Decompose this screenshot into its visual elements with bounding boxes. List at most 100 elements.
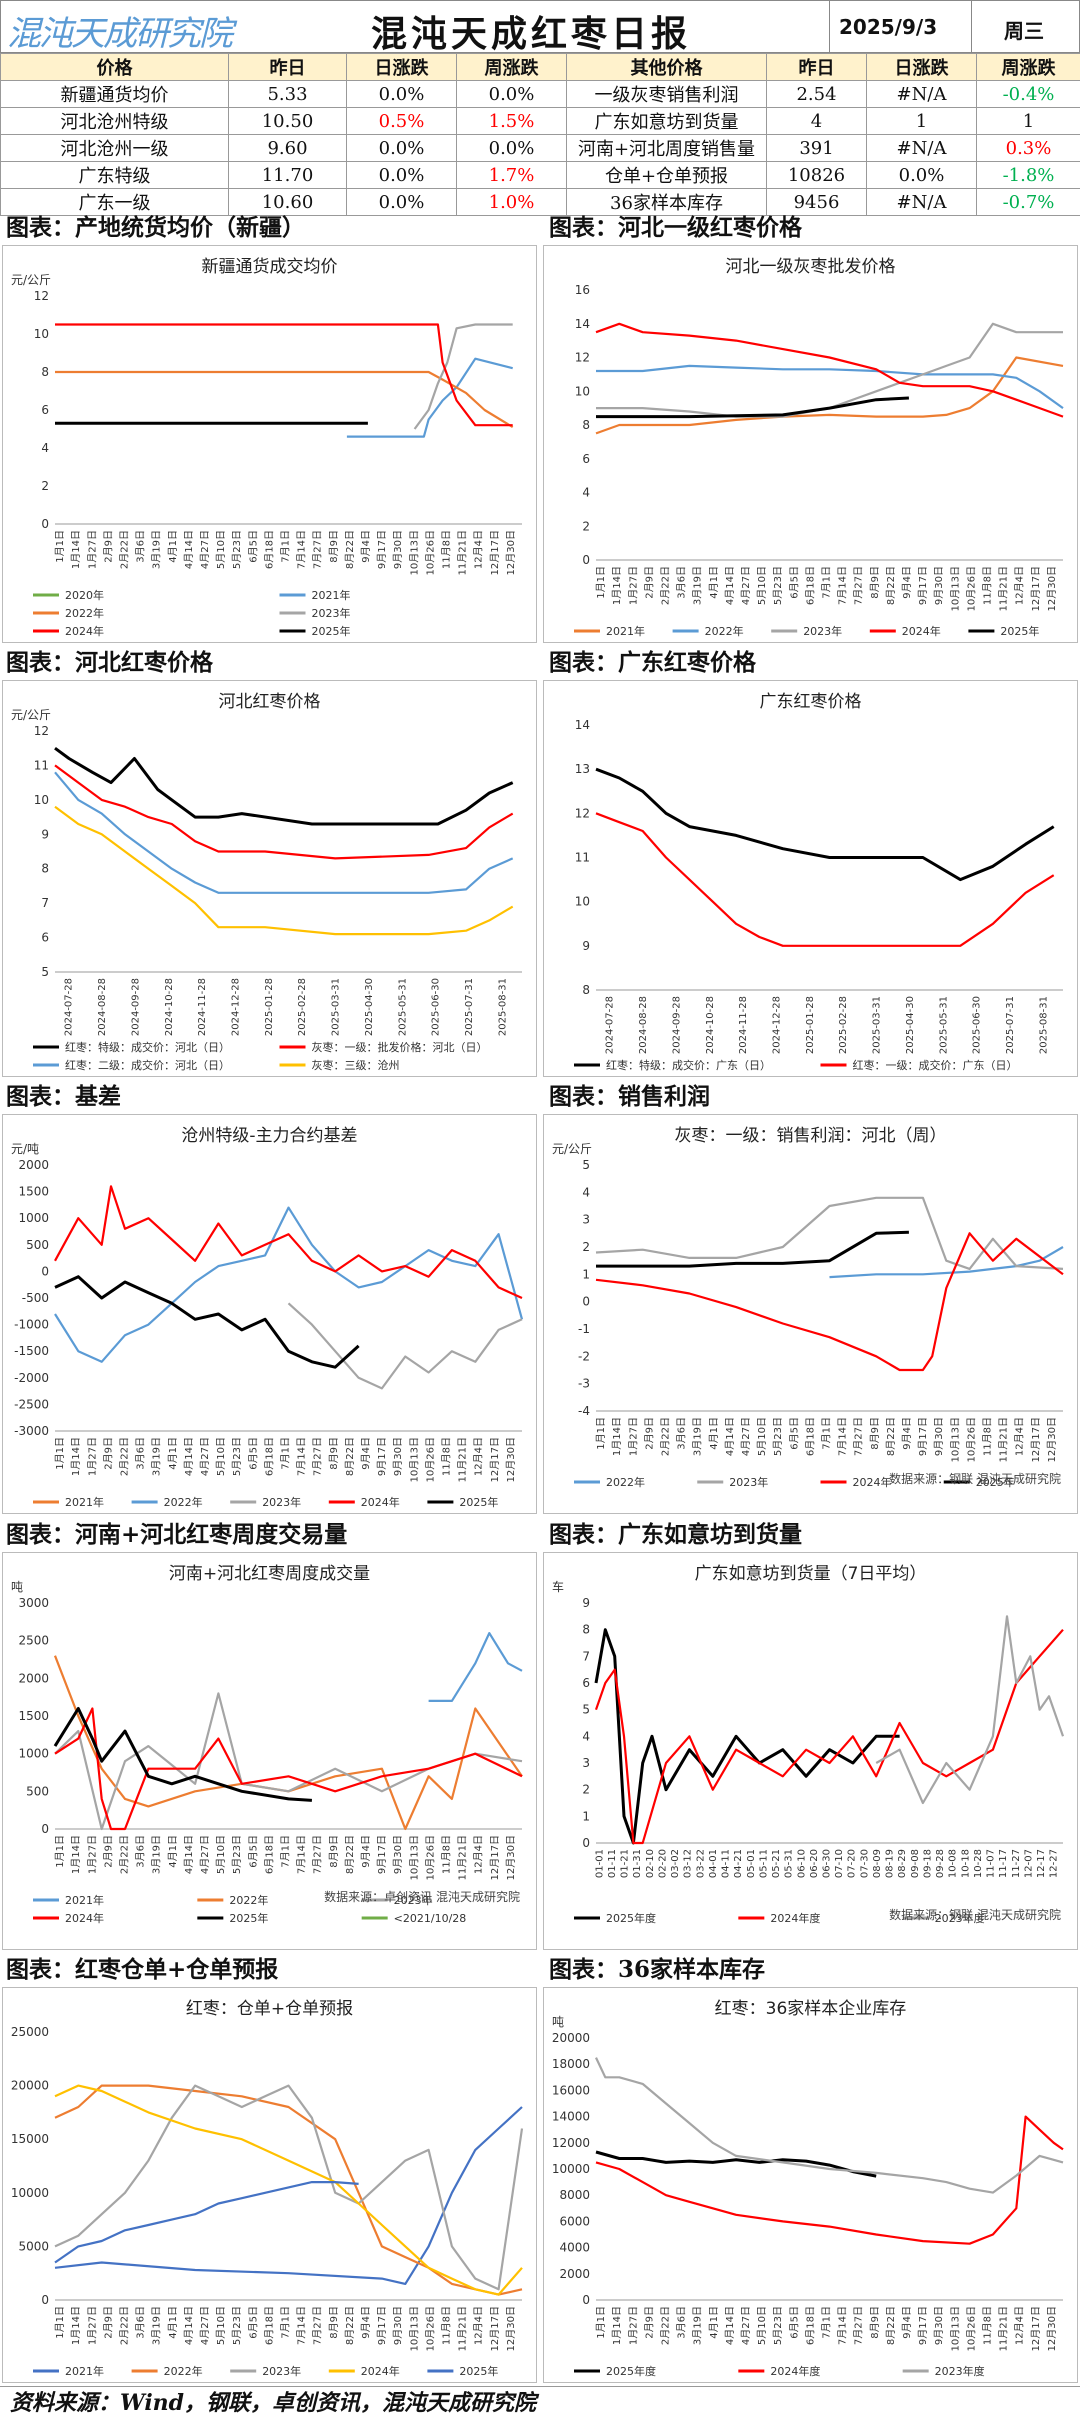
x-tick-label: 10月13日: [408, 1437, 420, 1482]
chart-title: 新疆通货成交均价: [202, 257, 338, 277]
x-tick-label: 11月21日: [457, 2306, 469, 2351]
y-tick-label: 1500: [18, 1709, 49, 1723]
y-axis-unit: 元/公斤: [11, 708, 51, 722]
legend-label: 2021年: [65, 1893, 104, 1907]
x-tick-label: 9月4日: [901, 1417, 913, 1450]
legend-label: 2021年: [65, 1495, 104, 1509]
x-tick-label: 2025-01-28: [264, 978, 275, 1036]
y-tick-label: 1500: [18, 1185, 49, 1199]
x-tick-label: 4月27日: [740, 2306, 752, 2345]
x-tick-label: 6月18日: [263, 1437, 275, 1476]
x-tick-label: 9月17日: [917, 566, 929, 605]
y-tick-label: 1000: [18, 1747, 49, 1761]
x-tick-label: 5月10日: [756, 566, 768, 605]
x-tick-label: 1月27日: [86, 530, 98, 569]
x-tick-label: 2月9日: [643, 2306, 655, 2339]
legend-label: 2022年: [65, 606, 104, 620]
x-tick-label: 2月22日: [118, 530, 130, 569]
x-tick-label: 7月27日: [853, 566, 865, 605]
x-tick-label: 10月13日: [408, 530, 420, 575]
y-tick-label: 9: [582, 1596, 590, 1610]
legend-label: 2023年: [312, 606, 351, 620]
column-header: 其他价格: [567, 54, 767, 81]
x-tick-label: 8月22日: [344, 1437, 356, 1476]
y-tick-label: 8: [41, 862, 49, 876]
x-tick-label: 5月10日: [215, 1835, 227, 1874]
x-tick-label: 5月23日: [231, 2306, 243, 2345]
chart-title: 沧州特级-主力合约基差: [181, 1126, 357, 1146]
y-axis-unit: 车: [552, 1579, 564, 1594]
x-tick-label: 7月27日: [312, 1437, 324, 1476]
legend-label: 2023年: [262, 1495, 301, 1509]
x-tick-label: 1月14日: [611, 566, 623, 605]
x-tick-label: 11月21日: [457, 1437, 469, 1482]
x-tick-label: 12月17日: [1030, 1417, 1042, 1462]
x-tick-label: 11-17: [998, 1849, 1009, 1878]
x-tick-label: 2月22日: [659, 2306, 671, 2345]
y-tick-label: 14: [575, 718, 590, 732]
x-tick-label: 9月17日: [917, 2306, 929, 2345]
legend-label: 红枣：特级：成交价：河北（日）: [65, 1040, 230, 1054]
y-tick-label: 10000: [11, 2186, 49, 2200]
x-tick-label: 9月17日: [376, 530, 388, 569]
series-line: [55, 1208, 522, 1362]
x-tick-label: 8月9日: [869, 2306, 881, 2339]
x-tick-label: 8月9日: [328, 2306, 340, 2339]
chart-svg: 河南+河北红枣周度成交量吨0500100015002000250030001月1…: [3, 1553, 536, 1949]
legend-label: 2023年: [729, 1475, 768, 1489]
x-tick-label: 8月22日: [344, 530, 356, 569]
table-cell: 1: [977, 108, 1080, 135]
x-tick-label: 12月17日: [489, 1437, 501, 1482]
y-tick-label: 7: [582, 1649, 590, 1663]
x-tick-label: 1月27日: [627, 2306, 639, 2345]
series-line: [55, 1277, 359, 1368]
x-tick-label: 4月1日: [708, 566, 720, 599]
x-tick-label: 5月10日: [756, 2306, 768, 2345]
x-tick-label: 11-07: [986, 1849, 997, 1878]
x-tick-label: 9月4日: [901, 566, 913, 599]
table-cell: -0.4%: [977, 81, 1080, 108]
x-tick-label: 11月8日: [441, 1437, 453, 1476]
y-tick-label: -500: [22, 1291, 49, 1305]
x-tick-label: 7月1日: [280, 530, 292, 563]
y-tick-label: 11: [34, 758, 49, 772]
x-tick-label: 7月1日: [821, 566, 833, 599]
x-tick-label: 8月9日: [328, 530, 340, 563]
table-cell: 9456: [767, 189, 867, 216]
y-tick-label: 12: [575, 351, 590, 365]
x-tick-label: 10月26日: [424, 530, 436, 575]
x-tick-label: 01-01: [594, 1849, 605, 1878]
y-tick-label: 2: [582, 519, 590, 533]
chart-title: 河北一级灰枣批发价格: [726, 257, 896, 277]
y-tick-label: 5: [582, 1158, 590, 1172]
x-tick-label: 06-20: [809, 1849, 820, 1878]
x-tick-label: 2024-07-28: [605, 996, 616, 1054]
data-source-note: 数据来源：钢联 混沌天成研究院: [889, 1907, 1061, 1922]
y-tick-label: 6000: [559, 2214, 590, 2228]
x-tick-label: 04-01: [708, 1849, 719, 1878]
y-tick-label: 5: [41, 965, 49, 979]
x-tick-label: 2025-04-30: [364, 978, 375, 1036]
section-title: 图表：销售利润: [543, 1082, 710, 1112]
x-tick-label: 1月1日: [595, 2306, 607, 2339]
x-tick-label: 4月27日: [199, 1437, 211, 1476]
legend-label: 2024年度: [770, 2364, 820, 2378]
table-cell: #N/A: [867, 135, 977, 162]
column-header: 昨日: [767, 54, 867, 81]
x-tick-label: 01-11: [607, 1849, 618, 1878]
x-tick-label: 6月18日: [263, 1835, 275, 1874]
table-cell: 1.5%: [457, 108, 567, 135]
x-tick-label: 5月10日: [215, 2306, 227, 2345]
x-tick-label: 1月14日: [70, 1437, 82, 1476]
x-tick-label: 2024-08-28: [97, 978, 108, 1036]
chart-svg: 沧州特级-主力合约基差元/吨-3000-2500-2000-1500-1000-…: [3, 1115, 536, 1513]
table-cell: -1.8%: [977, 162, 1080, 189]
y-tick-label: 6: [41, 403, 49, 417]
table-cell: 新疆通货均价: [1, 81, 229, 108]
